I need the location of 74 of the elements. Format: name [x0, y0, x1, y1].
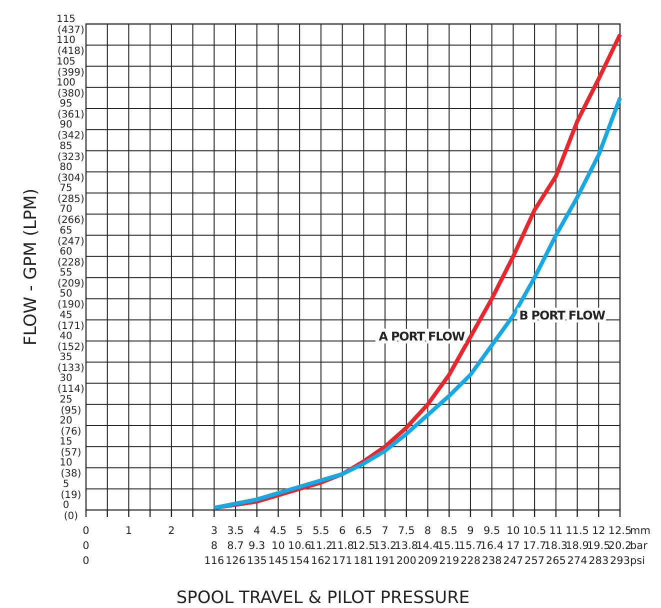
y2-tick-label: (19) [60, 490, 82, 501]
x-tick-label: 12.5 20.2 293 [608, 525, 632, 567]
y-tick-label: 5 [62, 478, 70, 490]
y-tick-label: 0 [62, 500, 70, 511]
y-tick-label: 45 [60, 310, 72, 321]
y2-tick-label: (171) [58, 320, 85, 332]
x-tick-label: 12 19.5 283 [586, 525, 610, 567]
y2-tick-label: (114) [58, 384, 85, 396]
x-tick-label: 6.5 12.5 181 [352, 525, 376, 567]
y-tick-label: 100 [56, 77, 76, 88]
y2-tick-label: (437) [58, 25, 85, 36]
y-tick-label: 95 [60, 98, 72, 110]
y-tick-label: 60 [60, 246, 72, 258]
x-tick-label: 0 0 0 [82, 525, 90, 567]
y2-tick-label: (95) [60, 405, 82, 416]
y-tick-label: 115 [56, 14, 76, 25]
y-tick-label: 20 [60, 415, 72, 426]
x-tick-label: 7 13.2 191 [373, 525, 397, 567]
y-tick-label: 40 [60, 330, 72, 342]
x-tick-label: 8 14.4 209 [416, 525, 440, 567]
y-tick-label: 70 [60, 204, 72, 216]
y2-tick-label: (342) [58, 130, 85, 142]
y2-tick-label: (190) [58, 300, 85, 311]
y-tick-label: 80 [60, 162, 72, 173]
y-axis-title: FLOW - GPM (LPM) [21, 188, 41, 346]
text: mm bar psi [630, 525, 650, 567]
y-tick-label: 75 [60, 183, 72, 194]
y2-tick-label: (57) [60, 448, 82, 459]
y2-tick-label: (323) [58, 152, 85, 163]
y2-tick-label: (228) [58, 257, 85, 268]
y2-tick-label: (361) [58, 110, 85, 121]
y-tick-label: 90 [60, 120, 72, 131]
x-tick-label: 11 18.3 265 [544, 525, 568, 567]
y2-tick-label: (152) [58, 342, 85, 353]
y2-tick-label: (418) [58, 46, 85, 58]
y-tick-label: 85 [60, 140, 72, 152]
x-tick-label: 1 [125, 525, 132, 537]
y2-tick-label: (38) [60, 468, 82, 480]
x-tick-label: 5.5 11.2 162 [309, 525, 333, 567]
y2-tick-label: (209) [58, 278, 85, 290]
y-tick-label: 25 [60, 394, 72, 406]
y2-tick-label: (399) [58, 67, 85, 78]
y-tick-label: 10 [60, 458, 72, 469]
x-tick-label: 9.5 16.4 238 [480, 525, 504, 567]
x-tick-label: 9 15.7 228 [458, 525, 482, 567]
x-tick-label: 10.5 17.7 257 [522, 525, 546, 567]
x-tick-label: 4 9.3 135 [246, 525, 267, 567]
x-tick-label: 4.5 10 145 [268, 525, 288, 567]
y-tick-label: 30 [60, 373, 72, 384]
y-tick-label: 15 [60, 436, 72, 448]
x-axis-title: SPOOL TRAVEL & PILOT PRESSURE [176, 588, 470, 608]
x-tick-label: 8.5 15.1 219 [437, 525, 461, 567]
y2-tick-label: (0) [64, 511, 78, 522]
y2-tick-label: (380) [58, 88, 85, 100]
y-tick-label: 110 [56, 35, 76, 46]
y2-tick-label: (76) [60, 426, 82, 438]
y2-tick-label: (133) [58, 363, 85, 374]
y2-tick-label: (266) [58, 215, 85, 226]
x-tick-label: 7.5 13.8 200 [394, 525, 418, 567]
y-tick-label: 65 [60, 225, 72, 236]
y-tick-label: 55 [60, 268, 72, 279]
x-tick-label: 11.5 18.9 274 [566, 525, 589, 567]
x-tick-label: 10 17 247 [503, 525, 524, 567]
y2-tick-label: (247) [58, 236, 85, 248]
x-tick-label: 3.5 8.7 126 [225, 525, 246, 567]
y-tick-label: 105 [56, 56, 76, 68]
x-tick-label: 3 8 116 [204, 525, 224, 567]
x-tick-label: 6 11.8 171 [330, 525, 354, 567]
x-tick-label: 5 10.6 154 [288, 525, 312, 567]
y-tick-label: 50 [60, 288, 72, 300]
y2-tick-label: (304) [58, 172, 85, 184]
y-tick-label: 35 [60, 352, 72, 364]
y2-tick-label: (285) [58, 194, 85, 206]
x-tick-label: 2 [168, 525, 175, 537]
